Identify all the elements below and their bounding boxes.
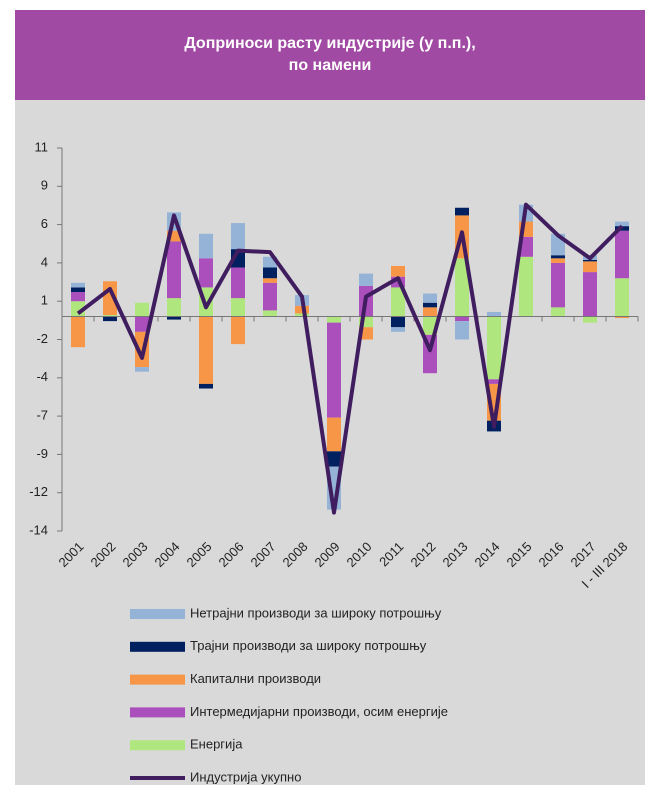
bar-segment (391, 327, 405, 332)
bar-segment (71, 282, 85, 288)
bar-segment (615, 230, 629, 279)
bar-segment (71, 316, 85, 348)
bar-segment (231, 316, 245, 345)
bar-segment (551, 255, 565, 259)
y-tick-label: -4 (36, 369, 48, 384)
bar-segment (199, 383, 213, 389)
bar-segment (263, 256, 277, 268)
bar-segment (583, 272, 597, 317)
bar-segment (167, 298, 181, 317)
y-tick-label: -9 (36, 446, 48, 461)
bar-segment (487, 311, 501, 317)
bar-segment (167, 230, 181, 242)
y-tick-label: 11 (35, 139, 49, 154)
bar-segment (359, 273, 373, 286)
bar-segment (359, 316, 373, 328)
bar-segment (327, 322, 341, 418)
line-series (76, 202, 624, 515)
legend-swatch (130, 740, 185, 751)
bar-segment (231, 298, 245, 317)
bar-segment (231, 223, 245, 250)
bar-segment (583, 316, 597, 323)
y-tick-label: 1 (41, 293, 48, 308)
bar-segment (327, 417, 341, 452)
bar-segment (423, 302, 437, 308)
legend-label: Индустрија укупно (190, 769, 301, 784)
bar-segment (551, 262, 565, 308)
bar-segment (135, 316, 149, 332)
bar-segment (199, 233, 213, 259)
bar-segment (519, 256, 533, 317)
bar-segment (71, 287, 85, 293)
bar-segment (199, 258, 213, 288)
bar-segment (199, 316, 213, 384)
bar-segment (423, 307, 437, 317)
bar-segment (263, 310, 277, 317)
bar-segment (455, 321, 469, 340)
bar-segment (391, 287, 405, 317)
bar-segment (327, 451, 341, 467)
y-tick-label: -2 (36, 331, 48, 346)
bar-segment (455, 207, 469, 216)
legend-label: Трајни производи за широку потрошњу (190, 638, 427, 653)
y-tick-label: 9 (41, 178, 48, 193)
bar-segment (455, 258, 469, 317)
bar-segment (551, 258, 565, 263)
legend-swatch (130, 641, 185, 652)
bar-segment (103, 316, 117, 322)
bar-segment (551, 307, 565, 317)
bar-segment (455, 316, 469, 322)
bar-segment (167, 316, 181, 320)
bar-segment (103, 314, 117, 317)
chart-title: по намени (289, 57, 372, 74)
bar-segment (487, 316, 501, 380)
legend-label: Енергија (190, 737, 243, 752)
chart-title: Доприноси расту индустрије (у п.п.), (184, 35, 475, 52)
bar-segment (423, 293, 437, 303)
bar-segment (295, 313, 309, 317)
bar-segment (167, 241, 181, 299)
bar-segment (615, 316, 629, 319)
bar-segment (391, 265, 405, 277)
legend-swatch (130, 609, 185, 619)
bar-segment (583, 261, 597, 273)
header (15, 10, 645, 100)
bar-segment (615, 221, 629, 227)
bar-segment (135, 302, 149, 317)
bar-segment (487, 379, 501, 384)
bar-segment (263, 267, 277, 279)
legend-swatch (130, 674, 185, 685)
bar-segment (263, 278, 277, 283)
bar-segment (231, 267, 245, 299)
bar-segment (71, 292, 85, 302)
bar-segment (615, 278, 629, 317)
legend-label: Нетрајни производи за широку потрошњу (190, 605, 442, 620)
legend-label: Интермедијарни производи, осим енергије (190, 704, 448, 719)
y-tick-label: -12 (29, 484, 48, 499)
y-tick-label: 4 (41, 254, 48, 269)
legend-label: Капитални производи (190, 671, 321, 686)
y-tick-label: -14 (29, 522, 48, 537)
bar-segment (391, 316, 405, 328)
y-tick-label: -7 (36, 408, 48, 423)
bar-segment (263, 282, 277, 311)
y-tick-label: 6 (41, 216, 48, 231)
legend-swatch (130, 707, 185, 718)
bar-segment (327, 316, 341, 323)
bar-segment (135, 367, 149, 372)
bar-segment (583, 259, 597, 262)
